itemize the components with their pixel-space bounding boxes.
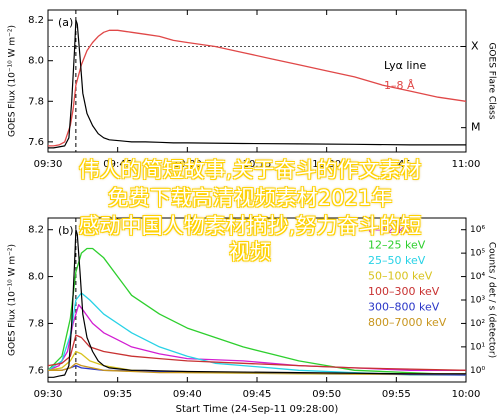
panel-b-y2tick-label: 10⁵ xyxy=(470,249,485,259)
panel-b-legend-item: 50–100 keV xyxy=(368,270,433,283)
panel-a-series-group xyxy=(48,19,466,149)
panel-b-ytick-label: 7.8 xyxy=(28,318,44,329)
panel-b-series-12-25-kev xyxy=(48,247,466,376)
panel-a-frame xyxy=(47,9,467,153)
panel-a-legend-sub: 1–8 Å xyxy=(384,79,415,92)
panel-b-ytick-label: 7.6 xyxy=(28,365,44,376)
panel-b-y2tick-label: 10⁴ xyxy=(470,272,485,282)
panel-a-label: (a) xyxy=(58,16,73,29)
panel-b-y2tick-label: 10³ xyxy=(470,296,485,306)
panel-a-ytick-label: 8.2 xyxy=(28,15,44,26)
panel-b-ylabel: GOES Flux (10⁻¹⁰ W m⁻²) xyxy=(8,244,18,356)
panel-b-xtick-label: 09:55 xyxy=(382,389,411,400)
panel-a-xtick-label: 10:00 xyxy=(173,159,202,170)
panel-a-flare-class-label: X xyxy=(471,40,479,53)
panel-b-xtick-label: 09:40 xyxy=(173,389,202,400)
panel-a-ytick-label: 7.8 xyxy=(28,96,44,107)
panel-a-xtick-label: 10:30 xyxy=(312,159,341,170)
panel-b-legend-item: 800–7000 keV xyxy=(368,316,447,329)
panel-b-legend-item: 100–300 keV xyxy=(368,285,440,298)
panel-a-ylabel: GOES Flux (10⁻¹⁰ W m⁻²) xyxy=(8,25,18,137)
panel-b-xtick-label: 09:50 xyxy=(312,389,341,400)
panel-b-xlabel: Start Time (24-Sep-11 09:28:00) xyxy=(176,404,339,415)
panel-b-xtick-label: 10:00 xyxy=(452,389,481,400)
panel-b-y2tick-label: 10⁶ xyxy=(470,225,485,235)
panel-a-legend-title: Lyα line xyxy=(384,59,426,72)
panel-b-y2tick-label: 10⁰ xyxy=(470,366,485,376)
panel-a-flare-class-label: M xyxy=(471,121,481,134)
panel-b-series-100-300-kev xyxy=(48,334,466,371)
panel-a-xtick-label: 10:15 xyxy=(243,159,272,170)
panel-b-series-goes xyxy=(48,229,466,378)
panel-b-legend-item: 300–800 keV xyxy=(368,301,440,314)
panel-b-frame xyxy=(47,217,467,383)
panel-b-xtick-label: 09:30 xyxy=(34,389,63,400)
panel-b-ytick-label: 8.0 xyxy=(28,272,44,283)
panel-a-xtick-label: 09:45 xyxy=(103,159,132,170)
panel-a-ytick-label: 7.6 xyxy=(28,137,44,148)
panel-b-legend-item: 12–25 keV xyxy=(368,239,426,252)
panel-b-xtick-label: 09:45 xyxy=(243,389,272,400)
panel-a-series-ly-line xyxy=(48,29,466,147)
panel-b-series-group xyxy=(48,229,466,378)
panel-b-y2tick-label: 10¹ xyxy=(470,342,485,352)
panel-a-xtick-label: 11:00 xyxy=(452,159,481,170)
panel-b-xtick-label: 09:35 xyxy=(103,389,132,400)
panel-b-ytick-label: 8.2 xyxy=(28,225,44,236)
panel-a-xtick-label: 09:30 xyxy=(34,159,63,170)
panel-b-y2tick-label: 10² xyxy=(470,319,485,329)
panel-b-label: (b) xyxy=(58,224,74,237)
panel-a-ytick-label: 8.0 xyxy=(28,56,44,67)
panel-b-legend-item: 6–12 keV xyxy=(368,223,419,236)
panel-a-y2label: GOES Flare Class xyxy=(487,42,497,119)
panel-a-xtick-label: 10:45 xyxy=(382,159,411,170)
panel-b-series-25-50-kev xyxy=(48,292,466,376)
panel-a-series-goes-1-8- xyxy=(48,19,466,149)
panel-b-y2label: Counts / det / s (detector) xyxy=(487,242,497,358)
panel-b-legend-item: 25–50 keV xyxy=(368,254,426,267)
